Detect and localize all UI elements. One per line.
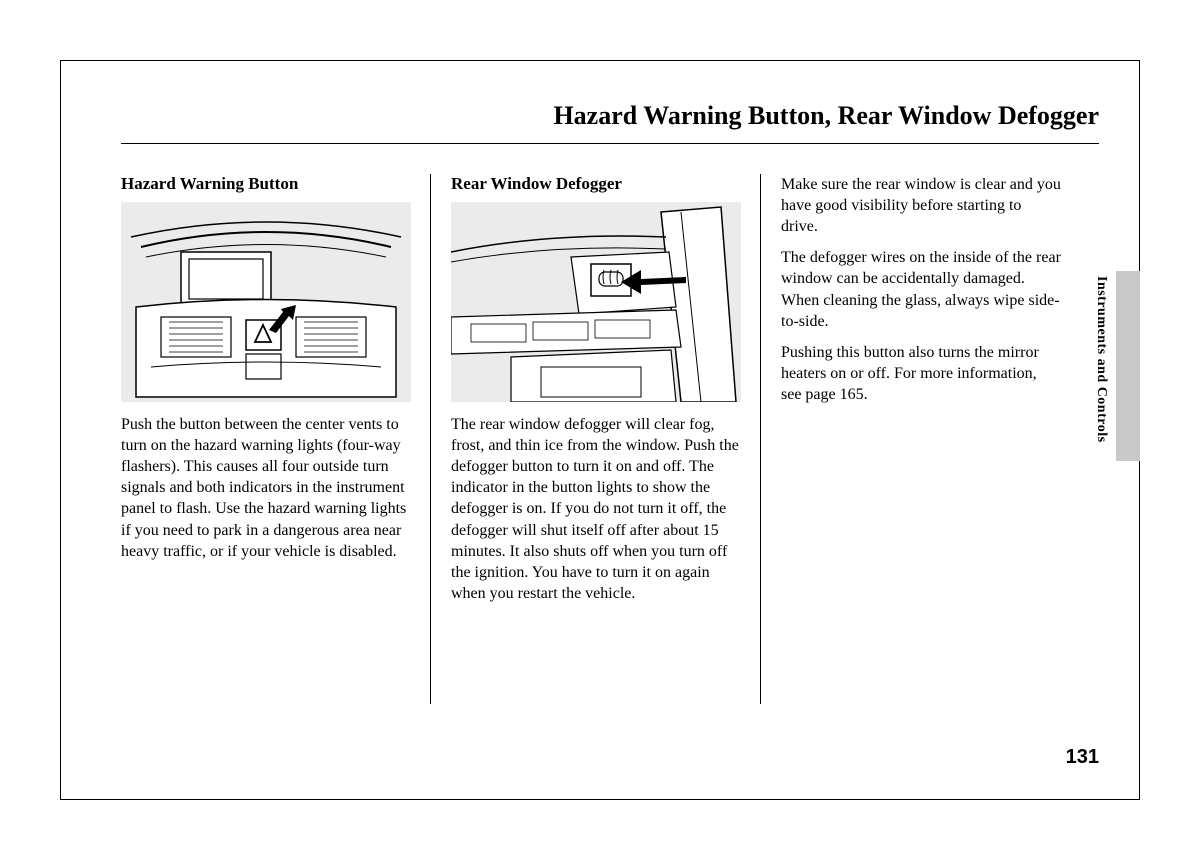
hazard-illustration	[121, 202, 411, 402]
hazard-body: Push the button between the center vents…	[121, 414, 410, 562]
content-columns: Hazard Warning Button	[121, 174, 1109, 704]
column-2: Rear Window Defogger	[451, 174, 761, 704]
hazard-diagram-svg	[121, 202, 411, 402]
column-1: Hazard Warning Button	[121, 174, 431, 704]
page-number: 131	[1066, 746, 1099, 769]
section-label: Instruments and Controls	[1093, 276, 1109, 443]
col3-para3: Pushing this button also turns the mirro…	[781, 342, 1061, 405]
section-tab	[1116, 271, 1140, 461]
manual-page: Hazard Warning Button, Rear Window Defog…	[60, 60, 1140, 800]
defogger-heading: Rear Window Defogger	[451, 174, 740, 194]
page-title: Hazard Warning Button, Rear Window Defog…	[121, 101, 1099, 144]
col3-para1: Make sure the rear window is clear and y…	[781, 174, 1061, 237]
defogger-body: The rear window defogger will clear fog,…	[451, 414, 740, 604]
col3-para2: The defogger wires on the inside of the …	[781, 247, 1061, 331]
defogger-illustration	[451, 202, 741, 402]
hazard-heading: Hazard Warning Button	[121, 174, 410, 194]
defogger-diagram-svg	[451, 202, 741, 402]
column-3: Make sure the rear window is clear and y…	[781, 174, 1081, 704]
